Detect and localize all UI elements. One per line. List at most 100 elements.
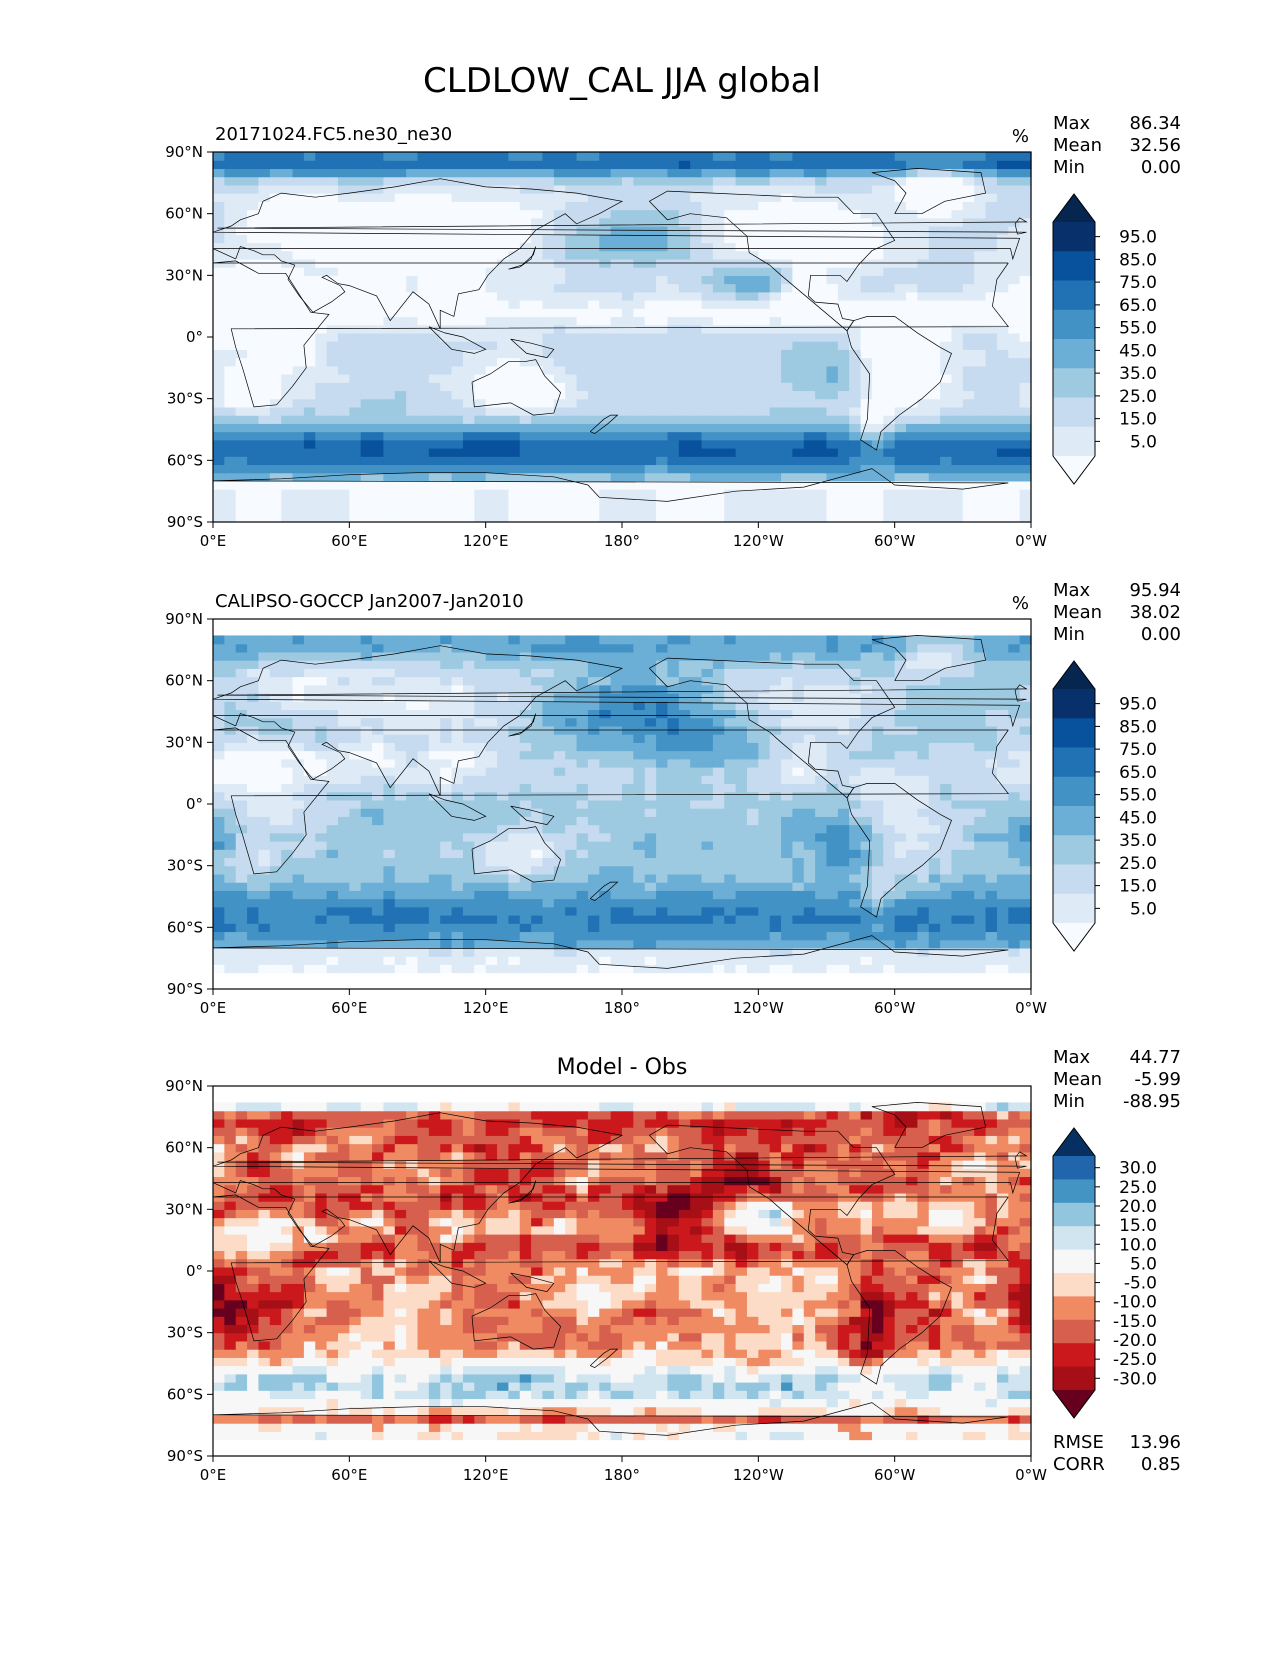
map-cell [736, 168, 748, 177]
map-cell [395, 358, 407, 367]
map-cell [293, 816, 305, 825]
map-cell [645, 325, 657, 334]
map-cell [690, 940, 702, 949]
map-cell [224, 390, 236, 399]
map-cell [849, 390, 861, 399]
map-cell [395, 185, 407, 194]
map-cell [883, 316, 895, 325]
map-cell [645, 506, 657, 515]
map-cell [679, 956, 691, 965]
map-cell [474, 964, 486, 973]
map-cell [565, 874, 577, 883]
map-cell [838, 210, 850, 219]
map-cell [929, 907, 941, 916]
map-cell [815, 275, 827, 284]
map-cell [520, 308, 532, 317]
map-cell [383, 907, 395, 916]
map-cell [486, 325, 498, 334]
map-cell [508, 152, 520, 161]
map-cell [224, 168, 236, 177]
map-cell [599, 160, 611, 169]
map-cell [349, 800, 361, 809]
map-cell [395, 374, 407, 383]
map-cell [770, 456, 782, 465]
map-cell [474, 432, 486, 441]
map-cell [304, 866, 316, 875]
map-cell [611, 792, 623, 801]
map-cell [633, 816, 645, 825]
map-cell [713, 423, 725, 432]
map-cell [338, 399, 350, 408]
map-cell [452, 432, 464, 441]
stat-value-min: 0.00 [1141, 157, 1181, 178]
map-cell [622, 857, 634, 866]
map-cell [997, 489, 1009, 498]
map-cell [213, 292, 225, 301]
map-cell [929, 514, 941, 523]
map-cell [622, 923, 634, 932]
map-cell [974, 464, 986, 473]
map-cell [383, 168, 395, 177]
map-cell [452, 890, 464, 899]
map-cell [690, 152, 702, 161]
map-cell [406, 284, 418, 293]
map-cell [588, 841, 600, 850]
map-cell [872, 325, 884, 334]
map-cell [213, 964, 225, 973]
map-cell [804, 882, 816, 891]
map-cell [997, 349, 1009, 358]
map-cell [849, 374, 861, 383]
map-cell [963, 349, 975, 358]
map-cell [508, 857, 520, 866]
map-cell [486, 857, 498, 866]
map-cell [940, 890, 952, 899]
map-cell [520, 506, 532, 515]
map-cell [236, 808, 248, 817]
map-cell [577, 210, 589, 219]
map-cell [406, 193, 418, 202]
map-cell [213, 177, 225, 186]
map-cell [645, 825, 657, 834]
map-cell [508, 931, 520, 940]
map-cell [804, 825, 816, 834]
map-cell [383, 275, 395, 284]
map-cell [213, 201, 225, 210]
map-cell [281, 783, 293, 792]
map-cell [713, 177, 725, 186]
map-cell [963, 899, 975, 908]
map-cell [849, 218, 861, 227]
map-cell [872, 193, 884, 202]
map-cell [997, 251, 1009, 260]
map-cell [679, 193, 691, 202]
map-cell [917, 390, 929, 399]
map-cell [440, 160, 452, 169]
map-cell [395, 251, 407, 260]
map-cell [622, 432, 634, 441]
map-cell [622, 366, 634, 375]
map-cell [463, 849, 475, 858]
map-cell [304, 816, 316, 825]
map-cell [565, 193, 577, 202]
map-cell [1008, 808, 1020, 817]
map-cell [406, 218, 418, 227]
map-cell [474, 415, 486, 424]
map-cell [474, 825, 486, 834]
map-cell [781, 841, 793, 850]
map-cell [997, 940, 1009, 949]
map-cell [588, 152, 600, 161]
map-cell [883, 923, 895, 932]
map-cell [474, 783, 486, 792]
map-cell [304, 160, 316, 169]
map-cell [429, 201, 441, 210]
map-cell [588, 193, 600, 202]
map-cell [758, 808, 770, 817]
map-cell [815, 218, 827, 227]
map-cell [974, 931, 986, 940]
map-cell [247, 177, 259, 186]
map-cell [565, 407, 577, 416]
map-cell [418, 915, 430, 924]
map-cell [599, 915, 611, 924]
map-cell [917, 915, 929, 924]
map-cell [304, 890, 316, 899]
map-cell [361, 899, 373, 908]
